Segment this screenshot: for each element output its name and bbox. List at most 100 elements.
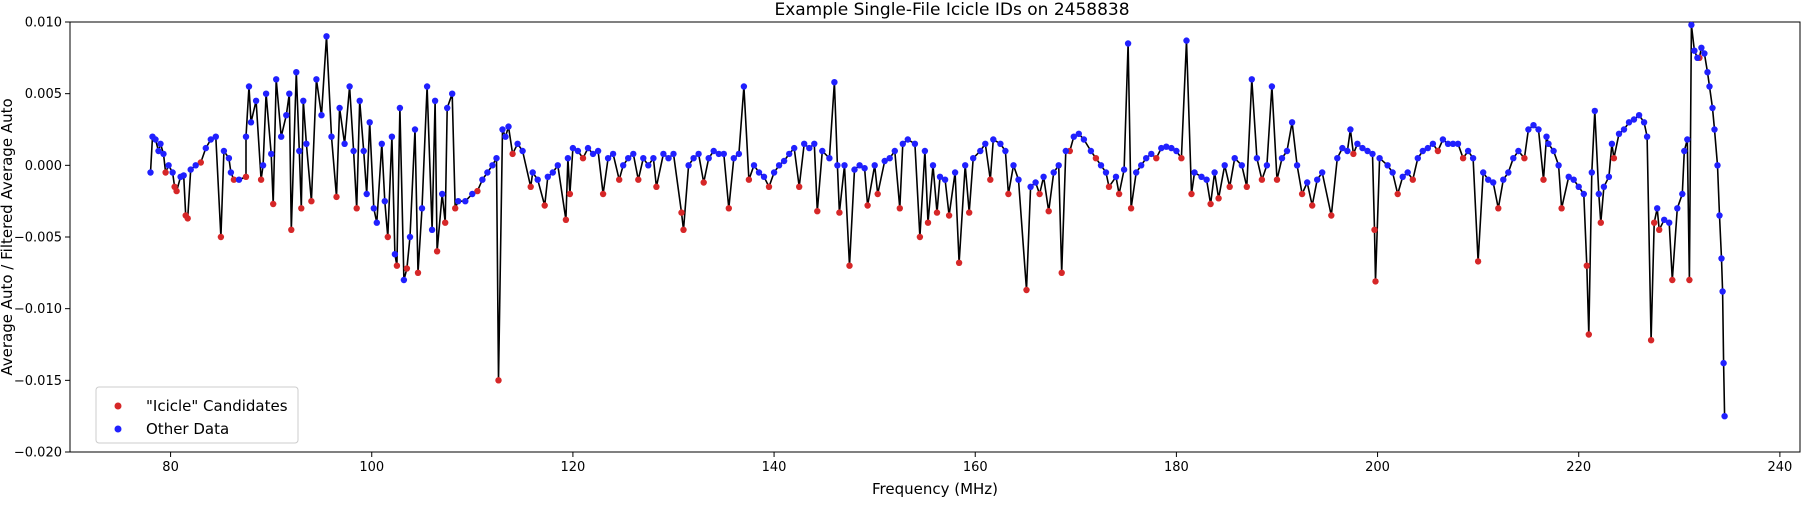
icicle-candidate-point: [1215, 195, 1222, 202]
other-data-point: [899, 140, 906, 147]
other-data-point: [936, 173, 944, 180]
y-axis-label: Average Auto / Filtered Average Auto: [0, 98, 16, 375]
other-data-point: [293, 69, 300, 76]
other-data-point: [1112, 173, 1120, 180]
other-data-point: [1439, 136, 1447, 143]
icicle-candidate-point: [242, 173, 250, 180]
other-data-point: [811, 140, 818, 147]
other-data-point: [499, 126, 506, 133]
other-data-point: [212, 133, 219, 140]
other-data-point: [1080, 136, 1088, 143]
other-data-point: [645, 162, 652, 169]
other-data-point: [665, 155, 672, 162]
other-data-point: [1027, 183, 1034, 190]
other-data-point: [886, 155, 893, 162]
other-data-point: [1721, 413, 1728, 420]
icicle-candidate-point: [725, 205, 732, 212]
other-data-point: [856, 162, 863, 169]
icicle-candidate-point: [966, 209, 973, 216]
other-data-point: [366, 119, 373, 126]
other-data-point: [1010, 162, 1017, 169]
icicle-candidate-point: [1207, 200, 1214, 208]
other-data-point: [1530, 122, 1537, 129]
other-data-point: [760, 173, 768, 180]
other-data-point: [1688, 21, 1695, 29]
other-data-point: [1414, 155, 1422, 162]
other-data-point: [1314, 176, 1321, 183]
icicle-candidate-point: [680, 226, 687, 233]
other-data-point: [609, 150, 617, 158]
other-data-point: [1608, 140, 1616, 147]
other-data-point: [831, 79, 838, 86]
other-data-point: [278, 133, 285, 140]
other-data-point: [1706, 83, 1713, 90]
other-data-point: [1198, 173, 1205, 180]
other-data-point: [806, 144, 813, 152]
legend-marker-other-data: [114, 425, 122, 433]
other-data-point: [444, 104, 451, 112]
other-data-point: [1454, 140, 1462, 147]
other-data-point: [1643, 133, 1651, 140]
other-data-point: [594, 147, 602, 155]
other-data-point: [180, 172, 187, 179]
other-data-point: [740, 83, 748, 90]
y-tick-label: −0.005: [14, 231, 62, 246]
other-data-point: [1384, 162, 1391, 169]
other-data-point: [300, 97, 307, 105]
other-data-point: [242, 133, 250, 140]
other-data-point: [1580, 190, 1588, 198]
other-data-point: [1565, 173, 1572, 180]
other-data-point: [1002, 147, 1009, 155]
icicle-candidate-point: [333, 193, 340, 201]
icicle-candidate-point: [1105, 183, 1113, 190]
icicle-candidate-point: [678, 209, 685, 216]
icicle-candidate-point: [796, 183, 803, 190]
other-data-point: [650, 155, 657, 162]
icicle-candidate-point: [541, 202, 548, 209]
other-data-point: [418, 205, 426, 212]
x-tick-label: 200: [1365, 460, 1390, 475]
icicle-candidate-point: [1474, 258, 1482, 265]
other-data-point: [400, 276, 408, 284]
icicle-candidate-point: [257, 176, 265, 183]
icicle-candidate-point: [916, 233, 924, 241]
icicle-candidate-point: [836, 209, 843, 216]
icicle-candidate-point: [1647, 337, 1655, 344]
icicle-candidate-point: [765, 183, 773, 190]
other-data-point: [1347, 126, 1354, 133]
other-data-point: [1490, 179, 1497, 186]
icicle-candidate-point: [173, 187, 180, 195]
other-data-point: [303, 140, 310, 147]
other-data-point: [720, 150, 727, 158]
other-data-point: [1635, 112, 1643, 119]
other-data-point: [670, 150, 677, 158]
other-data-point: [469, 190, 476, 198]
icicle-candidate-point: [1023, 286, 1030, 294]
other-data-point: [791, 144, 798, 152]
other-data-point: [620, 162, 627, 169]
other-data-point: [1231, 155, 1238, 162]
y-tick-label: 0.000: [25, 159, 62, 174]
icicle-candidate-point: [1178, 155, 1185, 162]
other-data-point: [861, 165, 868, 172]
icicle-candidate-point: [1521, 155, 1528, 162]
other-data-point: [1570, 176, 1577, 183]
other-data-point: [1419, 147, 1427, 155]
other-data-point: [1148, 150, 1155, 158]
icicle-candidate-point: [1273, 176, 1281, 183]
other-data-point: [690, 155, 697, 162]
icicle-candidate-point: [1597, 219, 1605, 226]
other-data-point: [1163, 143, 1170, 150]
icicle-candidate-point: [1669, 276, 1676, 284]
icicle-candidate-point: [1583, 262, 1591, 269]
other-data-point: [1376, 155, 1383, 162]
other-data-point: [1288, 119, 1296, 126]
other-data-point: [1344, 147, 1351, 155]
other-data-point: [1515, 147, 1522, 155]
other-data-point: [1550, 147, 1557, 155]
other-data-point: [630, 150, 637, 158]
other-data-point: [544, 173, 551, 180]
other-data-point: [1221, 162, 1228, 169]
other-data-point: [1698, 44, 1705, 51]
other-data-point: [1620, 126, 1628, 133]
